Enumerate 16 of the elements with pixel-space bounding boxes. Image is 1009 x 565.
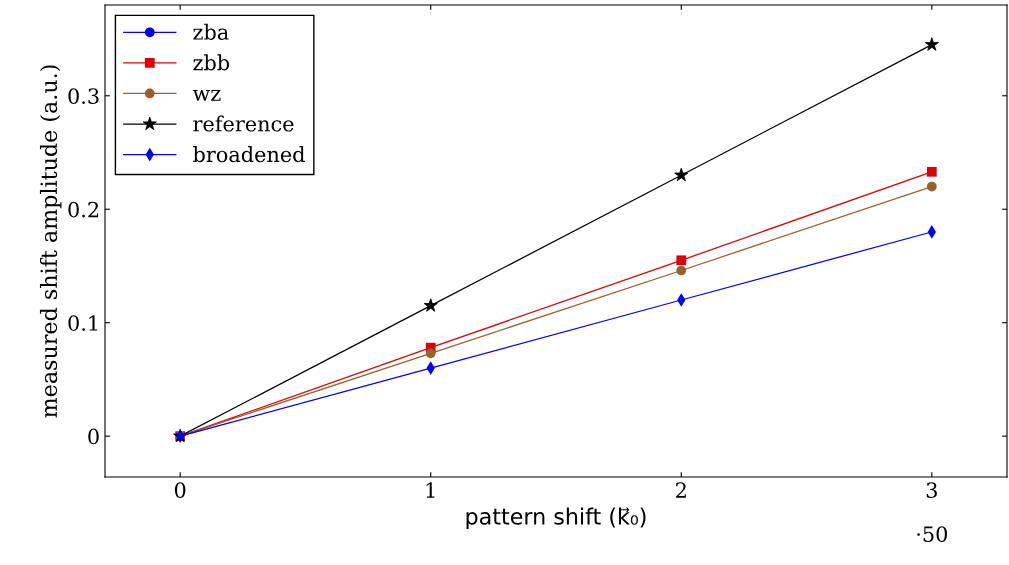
x-tick-label: 0 bbox=[174, 482, 186, 498]
x-tick-label: 3 bbox=[926, 482, 937, 498]
legend-label: reference bbox=[193, 115, 294, 132]
y-tick-label: 0.2 bbox=[68, 201, 99, 218]
legend-label: broadened bbox=[193, 146, 305, 163]
legend-label: wz bbox=[192, 89, 221, 101]
y-tick-label: 0.1 bbox=[68, 315, 98, 331]
legend-label: zba bbox=[193, 23, 229, 40]
y-axis-title: measured shift amplitude (a.u.) bbox=[39, 65, 62, 418]
y-tick-label: 0 bbox=[88, 428, 99, 445]
y-tick-label: 0.3 bbox=[68, 88, 99, 104]
legend-label: zbb bbox=[193, 54, 230, 71]
text: ·50 bbox=[917, 526, 948, 543]
x-axis-title: pattern shift (k⃗₀) bbox=[466, 507, 646, 530]
x-tick-label: 1 bbox=[426, 482, 435, 498]
x-tick-label: 2 bbox=[676, 482, 686, 498]
